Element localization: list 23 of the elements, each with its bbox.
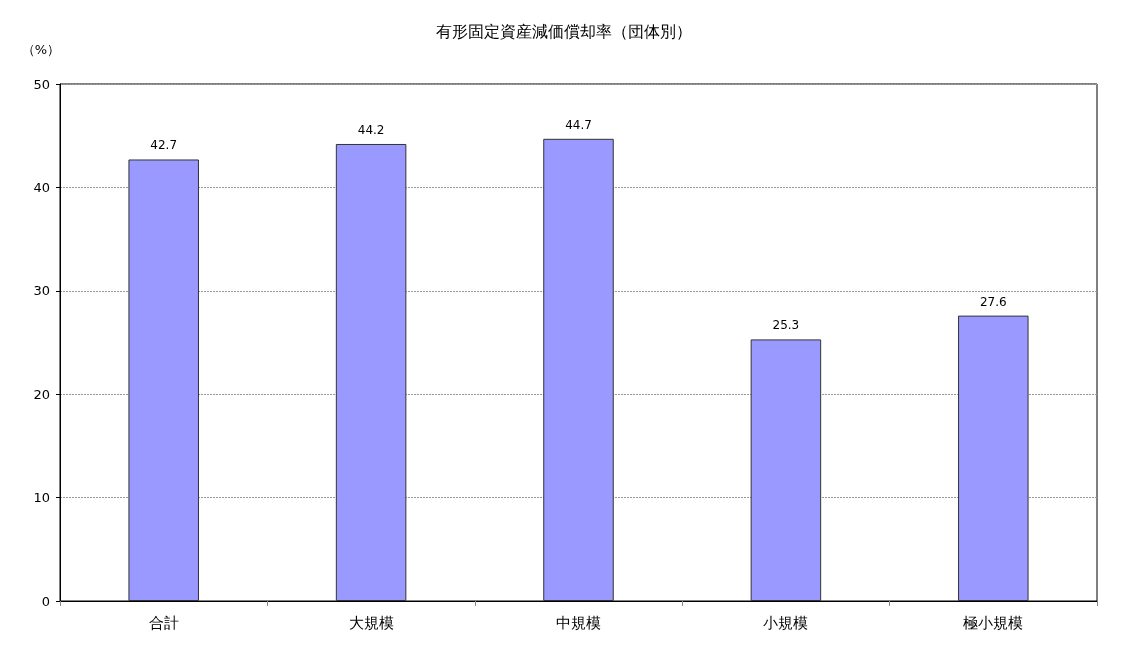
y-tick-label: 40 — [33, 179, 50, 195]
data-label: 25.3 — [772, 318, 800, 333]
x-tick-label: 合計 — [148, 613, 179, 632]
x-tick-label: 極小規模 — [963, 613, 1024, 632]
bar — [750, 339, 822, 601]
y-tick-label: 0 — [41, 593, 50, 609]
bar — [958, 315, 1029, 601]
data-label: 44.2 — [357, 122, 385, 137]
x-tick-label: 小規模 — [763, 613, 809, 632]
bar — [543, 138, 614, 601]
y-tick-label: 20 — [33, 386, 50, 402]
y-tick-label: 10 — [33, 490, 50, 506]
y-tick-label: 50 — [33, 76, 50, 92]
y-tick-label: 30 — [33, 283, 50, 299]
bar — [335, 143, 407, 601]
data-label: 27.6 — [979, 294, 1007, 309]
y-axis-title: （%） — [21, 42, 60, 57]
x-tick-label: 中規模 — [556, 613, 601, 632]
bar — [128, 159, 199, 601]
data-label: 42.7 — [150, 138, 178, 153]
data-label: 44.7 — [565, 117, 592, 132]
x-tick-label: 大規模 — [348, 613, 394, 632]
chart-title: 有形固定資産減価償却率（団体別） — [435, 21, 692, 41]
